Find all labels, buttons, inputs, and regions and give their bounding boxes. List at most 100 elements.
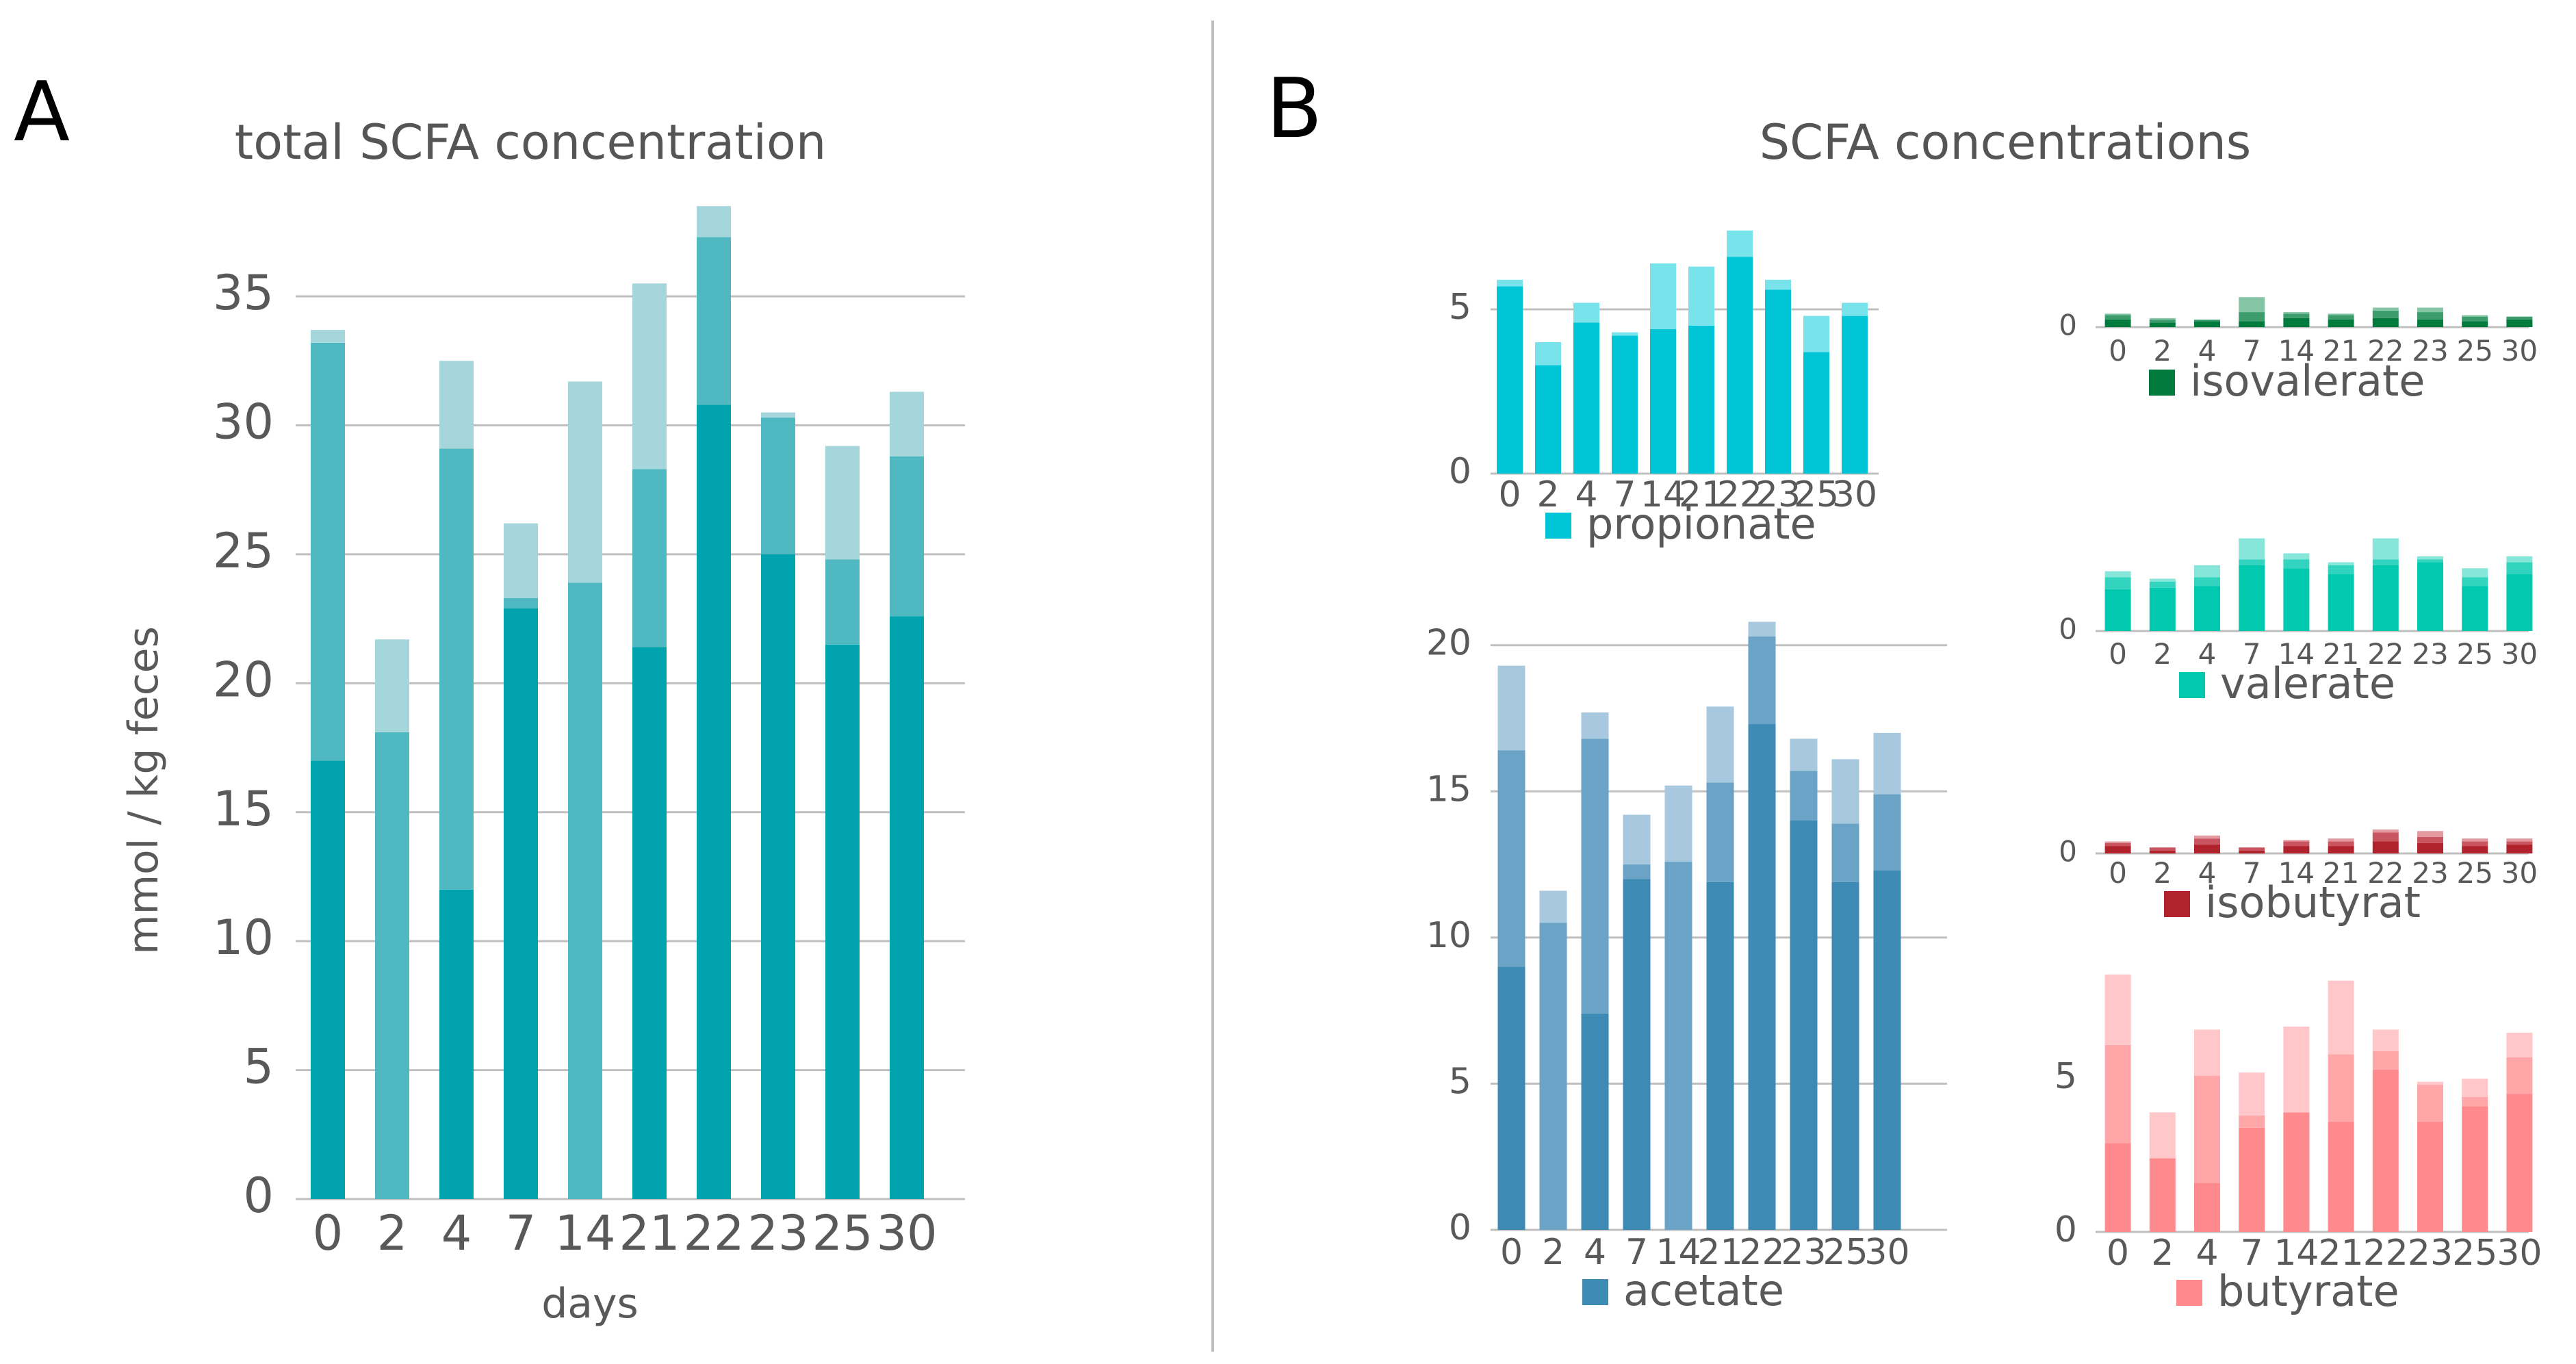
bar-segment: [2417, 312, 2443, 320]
bar-segment: [1706, 882, 1734, 1230]
bar-segment: [2328, 562, 2354, 565]
bar-segment: [2239, 850, 2265, 853]
bar-segment: [1803, 316, 1829, 352]
bar-segment: [439, 889, 474, 1199]
y-tick-label: 30: [213, 394, 274, 450]
bar-segment: [2328, 313, 2354, 316]
x-tick-label: 25: [2456, 856, 2493, 890]
y-tick-label: 20: [213, 652, 274, 708]
bar-segment: [2372, 1069, 2399, 1232]
bar-segment: [2417, 1081, 2443, 1085]
bar-segment: [2462, 841, 2488, 847]
bar-segment: [2462, 1096, 2488, 1107]
bar-segment: [2328, 565, 2354, 575]
bar-segment: [2239, 321, 2265, 327]
bar-segment: [2194, 1029, 2220, 1076]
bar-segment: [2239, 1115, 2265, 1128]
x-tick-label: 14: [1640, 474, 1686, 515]
x-tick-label: 4: [1575, 474, 1597, 515]
y-tick-label: 0: [1449, 451, 1471, 492]
bar-segment: [1535, 342, 1561, 365]
y-tick-label: 15: [213, 781, 274, 837]
bar-segment: [1765, 279, 1791, 290]
bar-segment: [1790, 771, 1818, 821]
bar-segment: [1581, 738, 1609, 1014]
bar-segment: [1873, 870, 1901, 1230]
x-tick-label: 22: [2367, 637, 2404, 671]
bar-segment: [1873, 732, 1901, 795]
bar-segment: [311, 330, 345, 343]
bar-segment: [697, 404, 731, 1199]
bar-segment: [2506, 556, 2533, 563]
bar-segment: [2283, 553, 2310, 560]
bar-segment: [375, 732, 409, 1199]
bar-segment: [2194, 320, 2220, 322]
x-tick-label: 4: [2198, 637, 2217, 671]
bar-segment: [697, 237, 731, 405]
bar-segment: [2104, 577, 2131, 589]
x-tick-label: 14: [2278, 334, 2315, 368]
panel-a-title: total SCFA concentration: [235, 114, 826, 170]
x-tick-label: 2: [2153, 637, 2172, 671]
bar-segment: [1842, 303, 1868, 316]
legend-label: isobutyrat: [2205, 877, 2421, 927]
bar-segment: [761, 417, 795, 554]
bar-segment: [1539, 890, 1567, 923]
y-tick-label: 10: [213, 910, 274, 966]
bar-segment: [2104, 974, 2131, 1045]
y-tick-label: 35: [213, 265, 274, 321]
bar-segment: [2149, 320, 2176, 323]
y-tick-label: 5: [1449, 287, 1471, 328]
bar-segment: [2372, 310, 2399, 318]
bar-segment: [2328, 838, 2354, 842]
bar-segment: [2462, 568, 2488, 578]
bar-segment: [1803, 352, 1829, 474]
x-tick-label: 14: [1656, 1232, 1701, 1273]
legend-label: butyrate: [2217, 1266, 2399, 1316]
bar-segment: [2104, 841, 2131, 843]
bar-segment: [2462, 321, 2488, 327]
bar-segment: [2149, 1158, 2176, 1232]
bar-segment: [2239, 297, 2265, 313]
bar-segment: [2462, 846, 2488, 853]
bar-segment: [2372, 829, 2399, 833]
x-tick-label: 0: [2107, 1233, 2129, 1274]
x-tick-label: 4: [2195, 1233, 2218, 1274]
bar-segment: [2328, 1054, 2354, 1122]
bar-segment: [2149, 850, 2176, 853]
legend-swatch: [2179, 672, 2205, 698]
bar-segment: [568, 582, 602, 1199]
bar-segment: [2283, 312, 2310, 314]
bar-segment: [2104, 1044, 2131, 1144]
bar-segment: [2328, 1121, 2354, 1232]
bar-segment: [890, 391, 924, 456]
bar-segment: [761, 554, 795, 1199]
x-tick-label: 14: [2278, 856, 2315, 890]
bar-segment: [1873, 794, 1901, 871]
bar-segment: [2104, 842, 2131, 847]
x-tick-label: 0: [2109, 637, 2127, 671]
bar-segment: [2194, 1183, 2220, 1232]
x-tick-label: 0: [2109, 856, 2127, 890]
x-tick-label: 0: [313, 1205, 344, 1261]
x-tick-label: 2: [2153, 334, 2172, 368]
x-tick-label: 0: [1500, 1232, 1523, 1273]
bar-segment: [2239, 565, 2265, 631]
bar-segment: [2104, 846, 2131, 853]
x-tick-label: 21: [2319, 1233, 2364, 1274]
bar-segment: [2462, 586, 2488, 631]
bar-segment: [2372, 559, 2399, 565]
x-tick-label: 25: [2456, 637, 2493, 671]
bar-segment: [1842, 316, 1868, 474]
x-tick-label: 14: [554, 1205, 615, 1261]
x-tick-label: 25: [2452, 1233, 2497, 1274]
bar-segment: [1497, 966, 1525, 1230]
bar-segment: [2283, 1026, 2310, 1113]
bar-segment: [1688, 266, 1714, 326]
x-tick-label: 30: [2501, 334, 2538, 368]
bar-segment: [1650, 329, 1676, 474]
bar-segment: [2506, 1094, 2533, 1232]
bar-segment: [375, 639, 409, 732]
